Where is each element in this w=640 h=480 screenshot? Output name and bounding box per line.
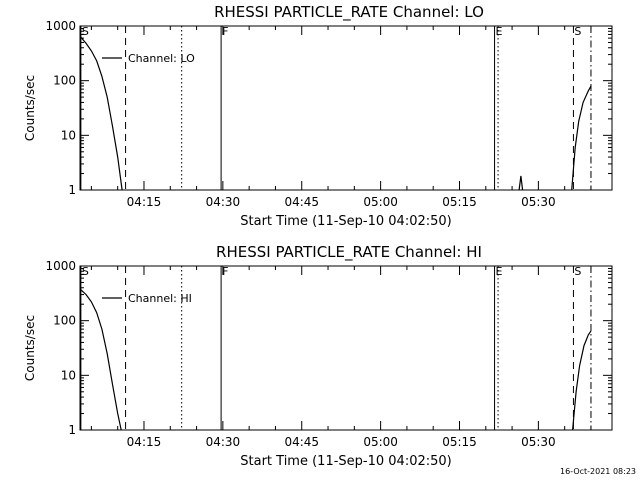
legend-entry: Channel: LO — [128, 52, 195, 65]
data-line — [79, 35, 123, 191]
x-axis-label: Start Time (11-Sep-10 04:02:50) — [240, 454, 451, 469]
x-tick-label: 04:30 — [206, 435, 241, 449]
chart-title: RHESSI PARTICLE_RATE Channel: HI — [216, 243, 482, 262]
x-tick-label: 04:45 — [284, 195, 319, 209]
event-marker-label: E — [496, 265, 503, 278]
x-tick-label: 04:15 — [127, 435, 162, 449]
plot-frame — [79, 265, 613, 431]
event-marker-label: S — [574, 265, 581, 278]
y-axis-label: Counts/sec — [23, 315, 37, 381]
legend-entry: Channel: HI — [128, 292, 192, 305]
data-line — [518, 175, 524, 191]
hi-channel-panel: RHESSI PARTICLE_RATE Channel: HI Counts/… — [23, 243, 613, 469]
x-tick-label: 04:30 — [206, 195, 241, 209]
x-tick-label: 05:30 — [521, 435, 556, 449]
event-marker-label: S — [82, 265, 89, 278]
event-marker-label: S — [82, 25, 89, 38]
y-tick-label: 10 — [61, 368, 76, 382]
data-line — [572, 330, 592, 431]
y-tick-label: 100 — [53, 74, 76, 88]
x-tick-label: 05:00 — [363, 195, 398, 209]
x-tick-label: 05:00 — [363, 435, 398, 449]
event-marker-label: E — [496, 25, 503, 38]
x-tick-label: 05:15 — [442, 435, 477, 449]
y-tick-label: 1000 — [45, 19, 76, 33]
y-axis-label: Counts/sec — [23, 75, 37, 141]
x-tick-label: 05:30 — [521, 195, 556, 209]
event-marker-label: F — [222, 265, 228, 278]
x-tick-label: 04:45 — [284, 435, 319, 449]
data-line — [571, 85, 592, 191]
y-tick-label: 10 — [61, 128, 76, 142]
event-marker-label: S — [574, 25, 581, 38]
y-tick-label: 1 — [68, 423, 76, 437]
x-axis-label: Start Time (11-Sep-10 04:02:50) — [240, 214, 451, 229]
x-tick-label: 04:15 — [127, 195, 162, 209]
data-line — [79, 288, 122, 431]
y-tick-label: 1 — [68, 183, 76, 197]
y-tick-label: 100 — [53, 314, 76, 328]
chart-title: RHESSI PARTICLE_RATE Channel: LO — [214, 3, 484, 22]
timestamp-footer: 16-Oct-2021 08:23 — [560, 467, 636, 476]
y-tick-label: 1000 — [45, 259, 76, 273]
plot-frame — [79, 25, 613, 191]
event-marker-label: F — [222, 25, 228, 38]
lo-channel-panel: RHESSI PARTICLE_RATE Channel: LO Counts/… — [23, 3, 613, 229]
x-tick-label: 05:15 — [442, 195, 477, 209]
